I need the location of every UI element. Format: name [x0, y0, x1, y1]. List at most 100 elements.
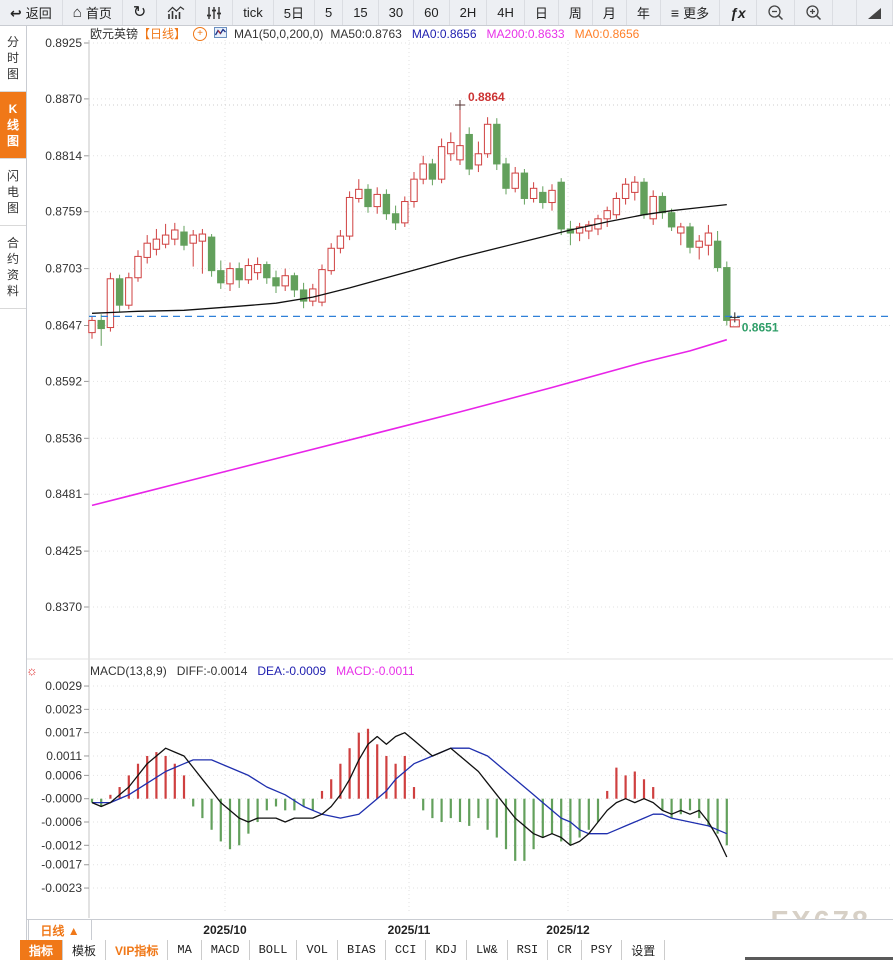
tab-bias[interactable]: BIAS: [338, 940, 386, 960]
macd-settings-label: MACD(13,8,9): [90, 664, 167, 678]
candle: [465, 133, 473, 170]
tab-rsi[interactable]: RSI: [508, 940, 549, 960]
mini-chart-icon[interactable]: [214, 26, 228, 41]
toolbar-draw-icon[interactable]: [856, 0, 893, 25]
macd-value-0: DIFF:-0.0014: [176, 664, 248, 678]
toolbar-period-day-button[interactable]: 日: [525, 0, 559, 25]
toolbar-period-2h-button[interactable]: 2H: [450, 0, 488, 25]
macd-bar: [109, 794, 112, 799]
candle: [447, 142, 455, 155]
period-selector-button[interactable]: 日线 ▲: [28, 920, 92, 940]
macd-bar: [320, 790, 324, 799]
toolbar-zoom-out-icon[interactable]: [757, 0, 795, 25]
macd-bar: [707, 798, 710, 826]
tab-kdj[interactable]: KDJ: [426, 940, 468, 960]
macd-bar: [274, 798, 278, 807]
macd-bar: [560, 798, 563, 842]
tab-macd[interactable]: MACD: [202, 940, 250, 960]
sidebar-tab-lightning[interactable]: 闪电图: [0, 159, 26, 226]
toolbar-period-30-label: 30: [388, 5, 404, 20]
macd-bar: [422, 798, 425, 811]
tab-lw[interactable]: LW&: [467, 940, 508, 960]
macd-bar: [302, 798, 305, 807]
indicator-settings-icon[interactable]: ☼: [26, 663, 38, 678]
macd-bar: [366, 728, 370, 799]
macd-bar: [348, 748, 351, 799]
tab-vol[interactable]: VOL: [297, 940, 339, 960]
tab-cci[interactable]: CCI: [386, 940, 427, 960]
toolbar-period-4h-label: 4H: [497, 5, 514, 20]
candle: [134, 255, 142, 279]
candle: [493, 123, 501, 165]
toolbar-period-4h-button[interactable]: 4H: [487, 0, 525, 25]
candle: [391, 213, 400, 224]
svg-text:0.0023: 0.0023: [45, 702, 82, 716]
toolbar-period-month-button[interactable]: 月: [593, 0, 627, 25]
macd-bar: [228, 798, 232, 850]
svg-text:0.8759: 0.8759: [45, 205, 82, 219]
candle: [88, 319, 96, 334]
ma-settings-label: MA1(50,0,200,0): [234, 26, 324, 41]
macd-bar: [596, 798, 600, 823]
candle: [539, 191, 547, 204]
macd-bar: [458, 798, 462, 823]
toolbar-period-5d-button[interactable]: 5日: [274, 0, 315, 25]
tab-vip-indicator[interactable]: VIP指标: [106, 940, 169, 960]
candle: [106, 278, 115, 329]
svg-text:0.8536: 0.8536: [45, 431, 82, 445]
toolbar-period-15-button[interactable]: 15: [343, 0, 379, 25]
toolbar-period-year-button[interactable]: 年: [627, 0, 661, 25]
sidebar-tab-time-share[interactable]: 分时图: [0, 25, 26, 92]
macd-bar: [238, 798, 241, 846]
toolbar-kline-style-icon[interactable]: [196, 0, 234, 25]
toolbar-period-week-button[interactable]: 周: [559, 0, 593, 25]
macd-bar: [357, 732, 360, 799]
macd-bar: [256, 798, 259, 823]
toolbar-period-5-button[interactable]: 5: [315, 0, 344, 25]
candle: [336, 235, 345, 249]
toolbar-home-button[interactable]: ⌂ 首页: [63, 0, 123, 25]
toolbar-back-button[interactable]: ↩ 返回: [0, 0, 63, 25]
candle: [723, 267, 731, 321]
candle: [171, 229, 179, 240]
tab-settings[interactable]: 设置: [622, 940, 666, 960]
candle: [658, 195, 667, 214]
toolbar-chart-type-icon[interactable]: [157, 0, 197, 25]
tab-template[interactable]: 模板: [63, 940, 107, 960]
toolbar-refresh-icon[interactable]: ↻: [123, 0, 158, 25]
add-indicator-icon[interactable]: +: [193, 26, 208, 41]
svg-text:-0.0006: -0.0006: [41, 815, 82, 829]
candle: [180, 231, 188, 246]
macd-bar: [633, 771, 636, 799]
candle: [621, 183, 630, 199]
candle: [355, 188, 363, 199]
macd-bar: [514, 798, 517, 861]
tab-indicator[interactable]: 指标: [20, 940, 64, 960]
candle: [253, 264, 262, 274]
toolbar-period-2h-label: 2H: [459, 5, 477, 20]
toolbar-period-60-button[interactable]: 60: [414, 0, 450, 25]
tab-cr[interactable]: CR: [548, 940, 582, 960]
toolbar-fx-icon[interactable]: ƒx: [720, 0, 757, 25]
tab-boll[interactable]: BOLL: [250, 940, 298, 960]
macd-bar: [247, 798, 250, 834]
candle: [695, 240, 703, 248]
chart-header: 欧元英镑【日线】 + MA1(50,0,200,0) MA50:0.8763 MA…: [90, 26, 639, 41]
svg-text:0.8425: 0.8425: [45, 544, 82, 558]
candle: [529, 187, 538, 199]
macd-bar: [412, 787, 416, 799]
toolbar-zoom-in-icon[interactable]: [795, 0, 833, 25]
tab-ma[interactable]: MA: [168, 940, 202, 960]
macd-bar: [523, 798, 526, 861]
macd-bar: [541, 798, 544, 838]
bottom-scrollbar[interactable]: [745, 957, 893, 960]
macd-bar: [550, 798, 554, 834]
toolbar-more-button[interactable]: ≡ 更多: [661, 0, 721, 25]
toolbar-tick-button[interactable]: tick: [233, 0, 274, 25]
macd-bar: [688, 798, 692, 811]
tab-psy[interactable]: PSY: [582, 940, 623, 960]
toolbar-period-30-button[interactable]: 30: [379, 0, 415, 25]
sidebar-tab-contract-info[interactable]: 合约资料: [0, 226, 26, 309]
